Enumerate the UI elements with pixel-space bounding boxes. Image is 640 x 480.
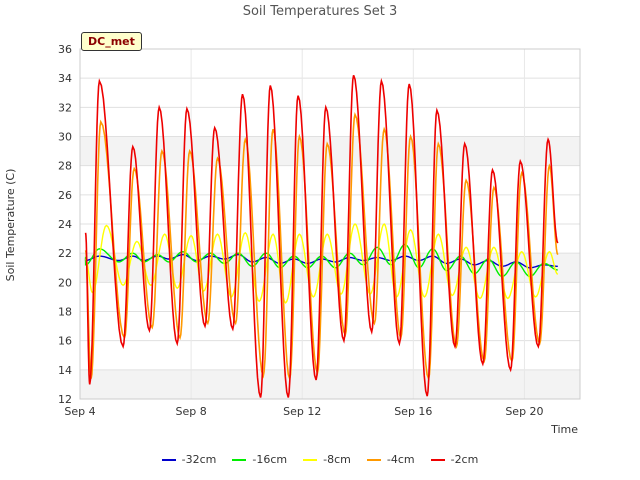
legend-item: -32cm xyxy=(161,453,217,466)
legend-label: -8cm xyxy=(323,453,351,466)
legend-swatch xyxy=(303,459,318,461)
legend-label: -4cm xyxy=(386,453,415,466)
y-tick-label: 32 xyxy=(58,101,72,114)
y-tick-label: 34 xyxy=(58,72,72,85)
y-axis-label: Soil Temperature (C) xyxy=(4,169,17,282)
plot-frame xyxy=(79,48,581,400)
y-tick-label: 18 xyxy=(58,306,72,319)
chart-legend: -32cm -16cm -8cm -4cm -2cm xyxy=(0,453,640,466)
x-tick-label: Sep 16 xyxy=(394,405,432,418)
y-axis-ticks: 12 14 16 18 20 22 24 26 28 30 32 34 36 xyxy=(58,43,72,406)
series-line-minus-16cm xyxy=(84,243,558,278)
legend-swatch xyxy=(232,459,247,461)
x-axis-label: Time xyxy=(550,423,578,436)
series-line-minus-4cm xyxy=(84,112,559,382)
y-tick-label: 16 xyxy=(58,335,72,348)
legend-item: -2cm xyxy=(430,453,479,466)
y-tick-label: 20 xyxy=(58,276,72,289)
x-tick-label: Sep 8 xyxy=(175,405,206,418)
y-tick-label: 30 xyxy=(58,131,72,144)
x-tick-label: Sep 20 xyxy=(505,405,543,418)
chart-title: Soil Temperatures Set 3 xyxy=(242,4,398,19)
y-tick-label: 22 xyxy=(58,247,72,260)
legend-label: -32cm xyxy=(181,453,217,466)
y-tick-label: 26 xyxy=(58,189,72,202)
y-tick-label: 24 xyxy=(58,218,72,231)
legend-swatch xyxy=(161,459,176,461)
legend-label: -16cm xyxy=(252,453,288,466)
y-tick-label: 28 xyxy=(58,160,72,173)
y-tick-label: 36 xyxy=(58,43,72,56)
y-tick-label: 12 xyxy=(58,393,72,406)
plot-band xyxy=(80,369,580,399)
x-tick-label: Sep 12 xyxy=(283,405,321,418)
legend-label: -2cm xyxy=(450,453,479,466)
x-tick-label: Sep 4 xyxy=(64,405,95,418)
legend-swatch xyxy=(430,459,445,461)
site-label-badge: DC_met xyxy=(81,32,142,51)
x-axis-ticks: Sep 4 Sep 8 Sep 12 Sep 16 Sep 20 xyxy=(64,405,543,418)
legend-item: -4cm xyxy=(366,453,415,466)
legend-swatch xyxy=(366,459,381,461)
y-tick-label: 14 xyxy=(58,364,72,377)
legend-item: -16cm xyxy=(232,453,287,466)
series-line-minus-2cm xyxy=(84,74,559,398)
plot-band xyxy=(80,78,580,108)
legend-item: -8cm xyxy=(303,453,351,466)
series-lines xyxy=(84,74,559,398)
plot-band xyxy=(80,311,580,341)
